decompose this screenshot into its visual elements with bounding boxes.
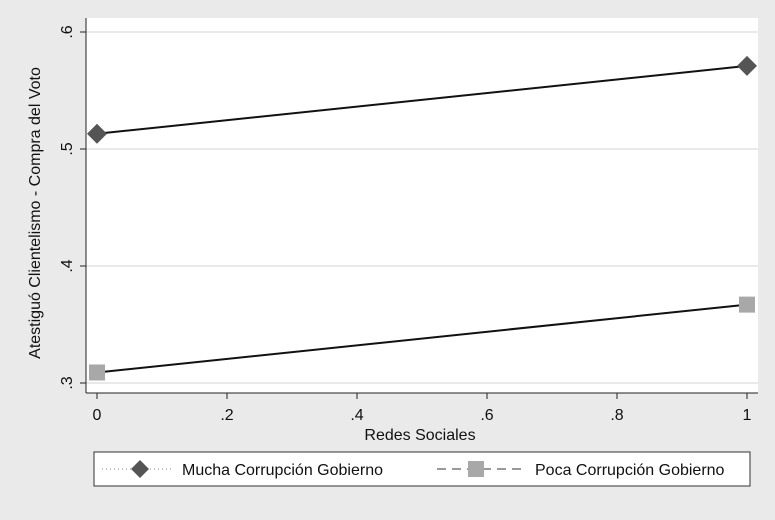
legend-diamond-marker: [131, 460, 149, 478]
legend-label-mucha: Mucha Corrupción Gobierno: [182, 462, 383, 479]
y-axis-label: Atestiguó Clientelismo - Compra del Voto: [27, 67, 44, 359]
x-tick-label: .8: [610, 407, 623, 424]
series-line-2: [96, 303, 748, 374]
x-tick-label: 0: [93, 407, 102, 424]
x-tick-label: .4: [350, 407, 363, 424]
legend: Mucha Corrupción Gobierno Poca Corrupció…: [93, 451, 751, 487]
x-axis-label: Redes Sociales: [364, 427, 475, 444]
axis-layer: [85, 18, 758, 394]
series-line-1: [96, 64, 748, 135]
legend-box: [93, 451, 751, 487]
y-tick-label: .3: [59, 376, 76, 389]
x-tick-label: .6: [480, 407, 493, 424]
series-layer: [87, 55, 757, 381]
plot-background: [86, 18, 758, 393]
y-tick-label: .5: [59, 142, 76, 155]
y-tick-label: .4: [59, 259, 76, 272]
grid-layer: [86, 31, 758, 384]
legend-label-poca: Poca Corrupción Gobierno: [535, 462, 725, 479]
diamond-marker: [737, 55, 757, 76]
legend-square-marker: [468, 461, 484, 477]
x-tick-label: .2: [220, 407, 233, 424]
y-tick-label: .6: [59, 25, 76, 38]
diamond-marker: [87, 123, 107, 144]
square-marker: [739, 296, 755, 313]
square-marker: [89, 364, 105, 381]
tick-layer: .3 .4 .5 .6 0 .2 .4 .6 .8 1: [59, 25, 752, 424]
x-tick-label: 1: [743, 407, 752, 424]
